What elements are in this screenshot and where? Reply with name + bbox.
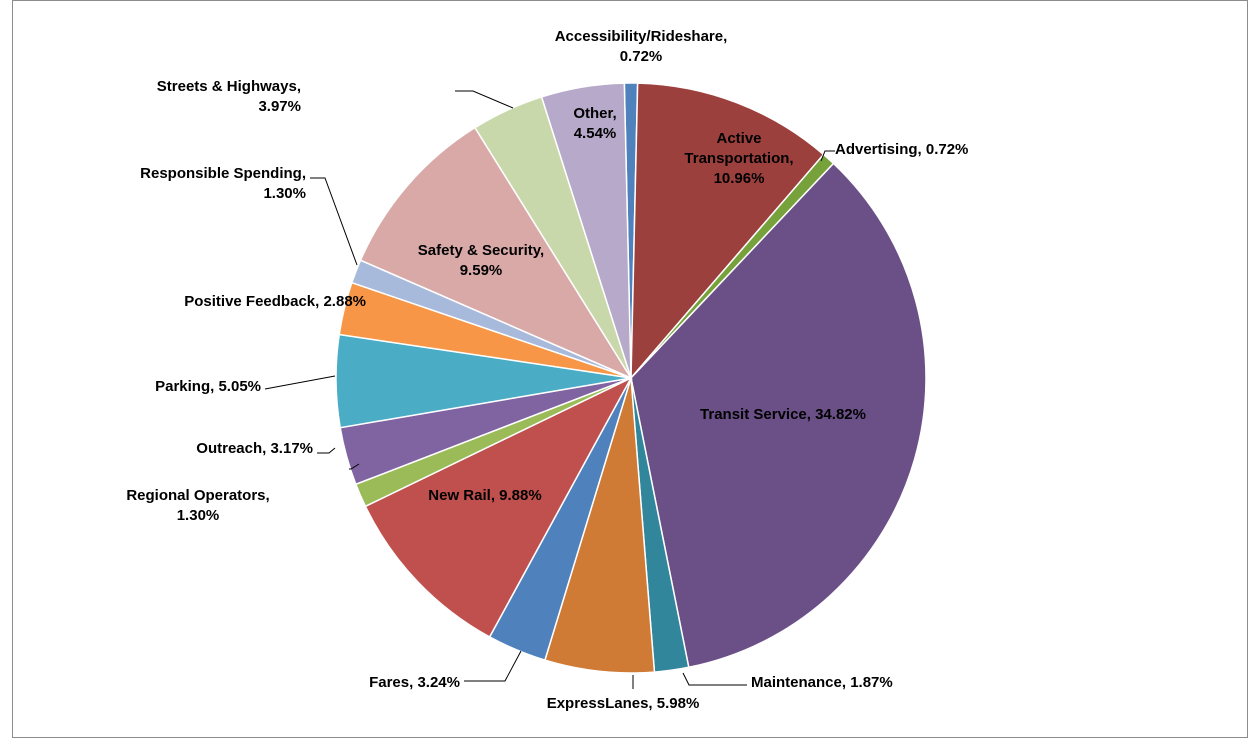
data-label-line: Other,: [573, 105, 616, 122]
data-label-maintenance: Maintenance, 1.87%: [751, 674, 893, 691]
chart-area: Accessibility/Rideshare, 0.72% Active Trans…: [12, 0, 1248, 738]
data-label-line: 1.30%: [263, 185, 306, 202]
data-label-responsible-spending: Responsible Spending, 1.30%: [140, 165, 306, 202]
data-label-new-rail: New Rail, 9.88%: [428, 487, 541, 504]
leader-lines: [264, 90, 835, 689]
data-label-positive-feedback: Positive Feedback, 2.88%: [184, 293, 366, 310]
pie-slice-transit-service: [630, 162, 927, 669]
data-label-line: 10.96%: [714, 170, 765, 187]
data-labels: Accessibility/Rideshare, 0.72% Active Trans…: [126, 28, 968, 712]
leader-line-responsible-spending: [310, 177, 358, 266]
data-label-line: 0.72%: [620, 48, 663, 65]
data-label-line: Positive Feedback, 2.88%: [184, 293, 366, 310]
data-label-streets-highways: Streets & Highways, 3.97%: [157, 78, 301, 115]
data-label-line: Maintenance, 1.87%: [751, 674, 893, 691]
data-label-line: 3.97%: [258, 98, 301, 115]
data-label-transit-service: Transit Service, 34.82%: [700, 406, 866, 423]
leader-line-advertising: [820, 150, 835, 162]
pie-chart: Accessibility/Rideshare, 0.72% Active Trans…: [126, 28, 968, 712]
data-label-expresslanes: ExpressLanes, 5.98%: [547, 695, 700, 712]
data-label-line: Transit Service, 34.82%: [700, 406, 866, 423]
data-label-line: Fares, 3.24%: [369, 674, 460, 691]
data-label-line: New Rail, 9.88%: [428, 487, 541, 504]
data-label-line: Parking, 5.05%: [155, 378, 261, 395]
pie-slice-safety-security: [359, 126, 633, 380]
data-label-advertising: Advertising, 0.72%: [835, 141, 968, 158]
data-label-line: Streets & Highways,: [157, 78, 301, 95]
data-label-regional-operators: Regional Operators, 1.30%: [126, 487, 269, 524]
data-label-line: 9.59%: [460, 262, 503, 279]
data-label-line: 1.30%: [177, 507, 220, 524]
data-label-active-transportation: Active Transportation, 10.96%: [684, 130, 793, 187]
data-label-accessibility-rideshare: Accessibility/Rideshare, 0.72%: [555, 28, 728, 65]
data-label-line: Outreach, 3.17%: [196, 440, 313, 457]
leader-line-streets-highways: [455, 90, 514, 109]
data-label-safety-security: Safety & Security, 9.59%: [418, 242, 544, 279]
pie-slice-other: [540, 82, 632, 379]
data-label-line: 4.54%: [574, 125, 617, 142]
data-label-parking: Parking, 5.05%: [155, 378, 261, 395]
data-label-fares: Fares, 3.24%: [369, 674, 460, 691]
data-label-line: Transportation,: [684, 150, 793, 167]
data-label-line: Accessibility/Rideshare,: [555, 28, 728, 45]
pie-slice-active-transportation: [630, 82, 825, 381]
data-label-line: Active: [716, 130, 761, 147]
leader-line-regional-operators: [349, 463, 360, 470]
pie-slices: [335, 82, 927, 674]
data-label-other: Other, 4.54%: [573, 105, 616, 142]
data-label-line: Safety & Security,: [418, 242, 544, 259]
leader-line-fares: [464, 650, 522, 682]
data-label-line: Responsible Spending,: [140, 165, 306, 182]
leader-line-outreach: [317, 447, 336, 454]
leader-line-maintenance: [682, 672, 747, 686]
data-label-line: Regional Operators,: [126, 487, 269, 504]
data-label-outreach: Outreach, 3.17%: [196, 440, 313, 457]
data-label-line: Advertising, 0.72%: [835, 141, 968, 158]
leader-line-parking: [264, 375, 336, 390]
pie-slice-new-rail: [364, 376, 633, 638]
data-label-line: ExpressLanes, 5.98%: [547, 695, 700, 712]
